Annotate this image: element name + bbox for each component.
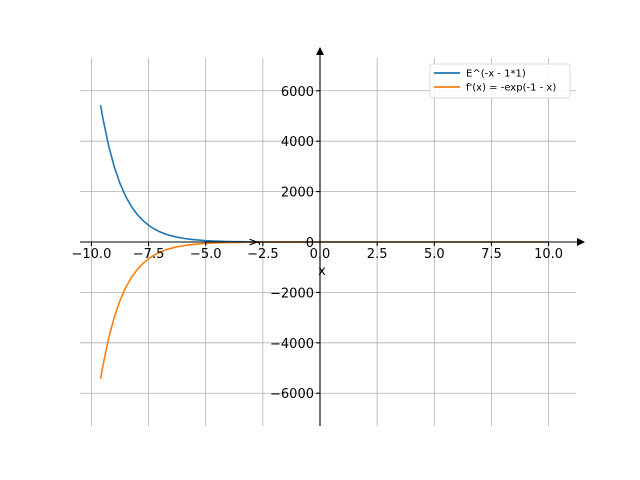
x-tick-label: −10.0 — [72, 247, 112, 262]
x-tick-label: −2.5 — [247, 247, 279, 262]
y-tick-label: −6000 — [270, 387, 314, 402]
x-axis-label: x — [318, 264, 326, 279]
legend-label-1: E^(-x - 1*1) — [466, 69, 526, 80]
x-tick-label: 0.0 — [310, 247, 331, 262]
legend-box — [429, 63, 571, 99]
y-tick-label: −4000 — [270, 337, 314, 352]
y-tick-label: 2000 — [281, 186, 314, 201]
x-axis-arrow — [577, 238, 585, 246]
axes — [80, 47, 585, 426]
x-tick-label: −7.5 — [133, 247, 165, 262]
x-tick-label: 7.5 — [481, 247, 502, 262]
y-tick-label: 4000 — [281, 135, 314, 150]
y-axis-arrow — [316, 47, 324, 55]
y-tick-label: 0 — [306, 236, 314, 251]
legend-label-2: f'(x) = -exp(-1 - x) — [466, 83, 556, 94]
x-tick-label: −5.0 — [190, 247, 222, 262]
x-tick-label: 2.5 — [367, 247, 388, 262]
series-line-1 — [99, 104, 549, 243]
y-tick-label: −2000 — [270, 286, 314, 301]
x-tick-label: 5.0 — [424, 247, 445, 262]
tick-labels: −10.0 −7.5 −5.0 −2.5 0.0 2.5 5.0 7.5 10.0 −6000 −4… — [72, 85, 564, 402]
y-tick-label: 6000 — [281, 85, 314, 100]
series-line-2 — [99, 241, 549, 380]
legend: E^(-x - 1*1) f'(x) = -exp(-1 - x) — [429, 63, 571, 99]
x-tick-label: 10.0 — [534, 247, 563, 262]
y-axis-label: y — [246, 238, 261, 246]
